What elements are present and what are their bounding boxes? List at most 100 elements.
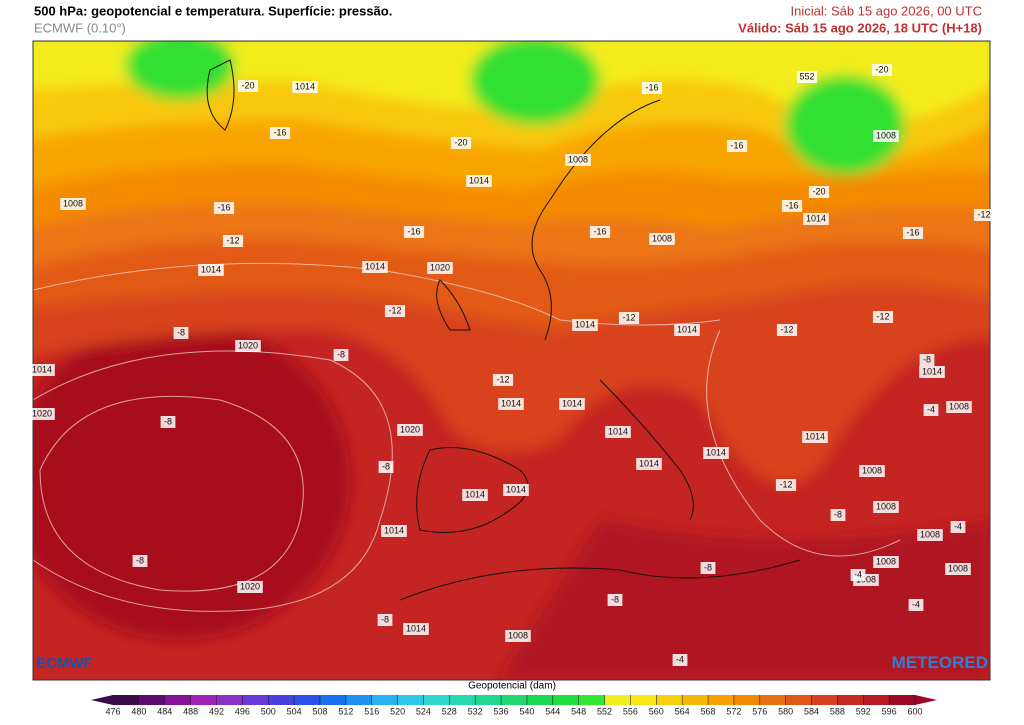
map-label: -8 (923, 354, 931, 364)
map-frame (32, 40, 991, 681)
map-label: -16 (906, 227, 919, 237)
colorbar-tick-label: 560 (649, 706, 664, 716)
colorbar-segment (164, 695, 192, 705)
colorbar-segment (526, 695, 554, 705)
label-bg (919, 354, 935, 366)
colorbar-segment (475, 695, 502, 705)
colorbar-segment (268, 695, 295, 705)
initial: Inicial: Sáb 15 ago 2026, 00 UTC (790, 3, 982, 18)
map-label: 1020 (240, 581, 260, 591)
map-label: -4 (676, 654, 684, 664)
label-bg (796, 71, 818, 83)
map-label: 1008 (920, 529, 940, 539)
label-bg (873, 556, 899, 568)
label-bg (917, 529, 943, 541)
colorbar-arrow (91, 695, 113, 705)
colorbar-segment (319, 695, 347, 705)
map-label: -4 (912, 599, 920, 609)
map-label: 1014 (706, 447, 726, 457)
colorbar-tick-label: 520 (390, 706, 405, 716)
colorbar-segment (371, 695, 399, 705)
label-bg (700, 562, 716, 574)
label-bg (908, 599, 924, 611)
label-bg (919, 366, 945, 378)
label-bg (607, 594, 623, 606)
label-bg (333, 349, 349, 361)
colorbar-segment (242, 695, 269, 705)
colorbar-tick-label: 512 (338, 706, 353, 716)
map-label: -16 (730, 140, 743, 150)
colorbar-tick-label: 528 (442, 706, 457, 716)
label-bg (871, 64, 893, 76)
label-bg (565, 154, 591, 166)
colorbar-segment (345, 695, 373, 705)
label-bg (973, 209, 995, 221)
map-label: 1008 (862, 465, 882, 475)
colorbar-tick-label: 572 (726, 706, 741, 716)
label-bg (198, 264, 224, 276)
map-label: 1008 (508, 630, 528, 640)
map-label: 1008 (949, 401, 969, 411)
colorbar-tick-label: 576 (752, 706, 767, 716)
map-label: 1014 (575, 319, 595, 329)
title: 500 hPa: geopotencial e temperatura. Sup… (34, 3, 392, 18)
map-label: 1020 (32, 408, 52, 418)
map-label: -20 (875, 64, 888, 74)
map-label: 1008 (63, 198, 83, 208)
map-label: -8 (337, 349, 345, 359)
label-bg (803, 213, 829, 225)
colorbar-tick-label: 488 (183, 706, 198, 716)
map-label: -8 (164, 416, 172, 426)
map-label: -4 (854, 569, 862, 579)
label-bg (946, 401, 972, 413)
valid: Válido: Sáb 15 ago 2026, 18 UTC (H+18) (738, 20, 982, 35)
colorbar-segment (656, 695, 683, 705)
map-label: -16 (785, 200, 798, 210)
map-label: -12 (977, 209, 990, 219)
colorbar-segment (190, 695, 217, 705)
map-label: 552 (799, 71, 814, 81)
map-label: -16 (273, 127, 286, 137)
map-label: 1020 (430, 262, 450, 272)
label-bg (775, 479, 797, 491)
label-bg (636, 458, 662, 470)
label-bg (703, 447, 729, 459)
label-bg (641, 82, 663, 94)
colorbar-segment (113, 695, 140, 705)
label-bg (403, 226, 425, 238)
label-bg (850, 569, 866, 581)
map-label: 1014 (406, 623, 426, 633)
map-label: 1014 (806, 213, 826, 223)
label-bg (213, 202, 235, 214)
colorbar-tick-label: 492 (209, 706, 224, 716)
map-label: -20 (812, 186, 825, 196)
map-label: -4 (927, 404, 935, 414)
map-label: 1008 (876, 130, 896, 140)
map-label: -12 (780, 324, 793, 334)
map-label: -20 (454, 137, 467, 147)
map-label: -4 (954, 521, 962, 531)
colorbar-segment (578, 695, 606, 705)
map-label: -8 (382, 461, 390, 471)
map-label: -16 (645, 82, 658, 92)
map-label: 1014 (32, 364, 52, 374)
colorbar-segment (604, 695, 631, 705)
colorbar-segment (138, 695, 166, 705)
colorbar-title: Geopotencial (dam) (468, 681, 556, 692)
colorbar-tick-label: 536 (494, 706, 509, 716)
logo-meteored: METEORED (892, 653, 988, 672)
map-label: 1014 (639, 458, 659, 468)
colorbar-tick-label: 584 (804, 706, 819, 716)
logo-ecmwf: ECMWF (36, 655, 93, 672)
map-label: -12 (876, 311, 889, 321)
map-label: -12 (226, 235, 239, 245)
map-label: -16 (217, 202, 230, 212)
label-bg (269, 127, 291, 139)
colorbar-tick-label: 588 (830, 706, 845, 716)
colorbar-segment (449, 695, 476, 705)
label-bg (605, 426, 631, 438)
label-bg (160, 416, 176, 428)
colorbar-segment (863, 695, 890, 705)
colorbar-tick-label: 516 (364, 706, 379, 716)
colorbar-tick-label: 504 (287, 706, 302, 716)
